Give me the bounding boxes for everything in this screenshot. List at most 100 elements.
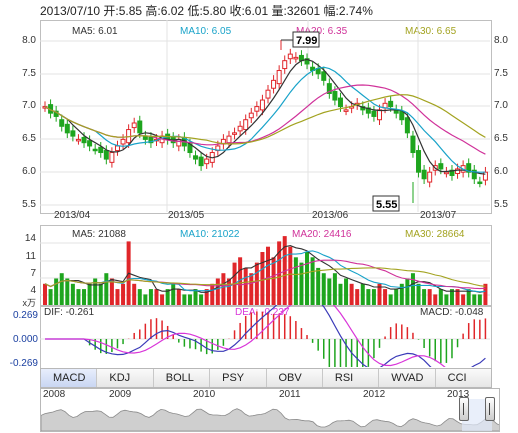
macd-chart	[40, 305, 490, 367]
volume-bar	[271, 257, 276, 305]
volume-bar	[477, 294, 482, 305]
volume-ma5-line	[44, 245, 486, 293]
macd-dif-label: DIF: -0.261	[44, 307, 95, 318]
tab-wvad[interactable]: WVAD	[379, 369, 436, 387]
volume-bar	[54, 278, 59, 305]
volume-bar	[254, 262, 259, 305]
price-ytick-right: 5.5	[494, 199, 508, 210]
volume-bar	[344, 278, 349, 305]
candle-body	[365, 107, 371, 114]
candle-body	[271, 79, 277, 89]
volume-bar	[59, 273, 64, 305]
volume-panel	[40, 225, 492, 307]
year-label: 2011	[279, 389, 301, 400]
candle-body	[109, 152, 115, 163]
year-label: 2009	[109, 389, 132, 400]
candle-body	[232, 132, 238, 135]
tab-psy[interactable]: PSY	[210, 369, 267, 387]
tab-cci[interactable]: CCI	[447, 372, 467, 384]
volume-bar	[98, 283, 103, 305]
volume-bar	[226, 278, 231, 305]
volume-chart	[40, 236, 490, 305]
macd-value-label: MACD: -0.048	[420, 307, 484, 318]
candle-body	[332, 91, 338, 101]
volume-bar	[360, 283, 365, 305]
price-ytick-left: 5.5	[22, 199, 36, 210]
candle-body	[103, 150, 109, 160]
candle-body	[176, 138, 182, 147]
candle-body	[438, 163, 444, 170]
candle-body	[198, 156, 204, 167]
candle-body	[265, 89, 271, 99]
tab-macd[interactable]: MACD	[41, 369, 98, 387]
dif-line	[45, 305, 486, 367]
volume-ma30-line	[44, 267, 486, 288]
volume-bar	[305, 252, 310, 305]
vol-ytick: 11	[25, 251, 36, 262]
volume-bar	[449, 289, 454, 305]
price-ytick-right: 7.0	[494, 100, 508, 111]
price-ytick-left: 6.5	[22, 133, 36, 144]
volume-bar	[394, 289, 399, 305]
candle-body	[421, 169, 427, 180]
candle-body	[443, 171, 449, 175]
high-marker-box	[292, 31, 320, 48]
candle-body	[326, 83, 332, 94]
volume-bar	[221, 273, 226, 305]
volume-bar	[438, 289, 443, 305]
vol-ma10-label: MA10: 21022	[180, 229, 240, 240]
volume-bar	[115, 289, 120, 305]
vol-ytick: 14	[24, 233, 36, 244]
candle-body	[343, 109, 349, 112]
vol-ytick: 4	[30, 285, 36, 296]
candle-body	[276, 70, 282, 85]
volume-bar	[43, 283, 47, 305]
volume-bar	[388, 294, 393, 305]
ma10-line	[44, 66, 486, 173]
candle-body	[427, 171, 433, 183]
macd-ytick: -0.269	[9, 358, 38, 369]
date-label: 2013/05	[168, 210, 205, 221]
low-marker: 5.55	[376, 199, 397, 211]
tab-boll[interactable]: BOLL	[154, 369, 211, 387]
volume-bar	[433, 294, 438, 305]
candle-body	[226, 135, 232, 144]
candle-body	[304, 58, 310, 65]
candle-body	[131, 122, 137, 129]
candle-body	[416, 150, 422, 173]
volume-bar	[332, 273, 337, 305]
tab-obv[interactable]: OBV	[267, 369, 323, 387]
year-label: 2008	[43, 389, 66, 400]
tab-rsi[interactable]: RSI	[323, 369, 380, 387]
candle-body	[388, 100, 394, 108]
volume-bar	[327, 278, 332, 305]
volume-bar	[338, 283, 343, 305]
volume-bar	[366, 289, 371, 305]
macd-lines	[45, 305, 486, 367]
volume-bar	[299, 262, 304, 305]
volume-bar	[316, 267, 321, 305]
candle-body	[70, 130, 76, 137]
volume-bar	[472, 294, 477, 305]
tab-kdj[interactable]: KDJ	[97, 369, 154, 387]
timeline-navigator[interactable]: 2008 2009 2010 2011 2012 2013	[40, 388, 500, 432]
candle-body	[87, 140, 93, 147]
range-handle-right[interactable]	[485, 397, 495, 421]
volume-bar	[349, 283, 354, 305]
volume-bar	[121, 283, 126, 305]
indicator-tabs: MACD KDJ BOLL PSY OBV RSI WVAD CCI	[40, 368, 492, 388]
volume-bar	[461, 294, 466, 305]
candle-body	[466, 163, 472, 173]
vol-ma30-label: MA30: 28664	[405, 229, 465, 240]
volume-bar	[199, 294, 204, 305]
year-label: 2013	[447, 389, 470, 400]
price-ma20-label: MA20: 6.35	[296, 26, 348, 37]
candle-body	[92, 148, 98, 152]
volume-bar	[154, 289, 159, 305]
price-ytick-left: 7.5	[22, 68, 36, 79]
ma5-line	[44, 58, 486, 175]
volume-bar	[76, 289, 81, 305]
year-label: 2010	[193, 389, 216, 400]
range-handle-left[interactable]	[459, 397, 469, 421]
volume-bar	[104, 273, 109, 305]
